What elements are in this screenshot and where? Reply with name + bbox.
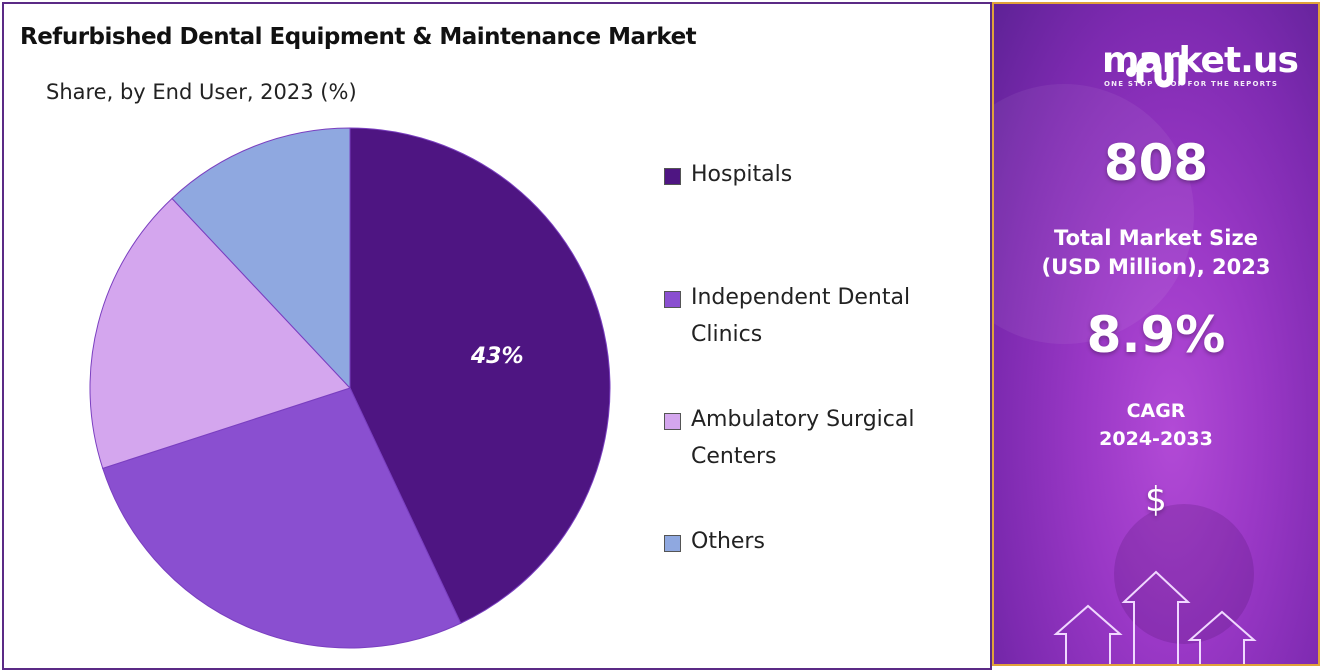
chart-panel: Refurbished Dental Equipment & Maintenan… bbox=[2, 2, 992, 670]
cagr-period: 2024-2033 bbox=[1099, 428, 1213, 450]
logo-tagline: ONE STOP SHOP FOR THE REPORTS bbox=[1104, 80, 1279, 88]
growth-arrows-icon bbox=[1053, 570, 1257, 664]
legend-swatch bbox=[664, 535, 681, 552]
legend-item-hospitals: Hospitals bbox=[664, 156, 971, 193]
legend-swatch bbox=[664, 413, 681, 430]
market-size-value: 808 bbox=[1103, 134, 1209, 192]
market-size-unit: (USD Million), 2023 bbox=[1041, 255, 1271, 279]
cagr-label: CAGR bbox=[1126, 400, 1186, 422]
legend-label: Ambulatory Surgical Centers bbox=[691, 407, 915, 469]
logo-icon bbox=[1126, 54, 1186, 88]
pie-slice-hospitals bbox=[349, 127, 611, 624]
legend-label: Hospitals bbox=[691, 162, 793, 187]
legend-swatch bbox=[664, 291, 681, 308]
pie-slice-ambulatory-surgical-centers bbox=[89, 197, 351, 469]
chart-title: Refurbished Dental Equipment & Maintenan… bbox=[20, 24, 697, 50]
cagr-value: 8.9% bbox=[1086, 306, 1226, 364]
legend-item-others: Others bbox=[664, 523, 971, 560]
pie-chart: 43% bbox=[89, 127, 611, 649]
legend-item-ambulatory-surgical-centers: Ambulatory Surgical Centers bbox=[664, 401, 961, 475]
summary-panel: market.us ONE STOP SHOP FOR THE REPORTS … bbox=[992, 2, 1320, 666]
legend-label: Independent Dental Clinics bbox=[691, 285, 911, 347]
pie-slice-independent-dental-clinics bbox=[102, 387, 462, 649]
legend-swatch bbox=[664, 168, 681, 185]
chart-subtitle: Share, by End User, 2023 (%) bbox=[46, 80, 357, 104]
pie-slice-others bbox=[171, 127, 351, 390]
data-label: 43% bbox=[470, 344, 524, 369]
market-size-label: Total Market Size bbox=[1054, 226, 1258, 250]
legend-label: Others bbox=[691, 529, 765, 554]
dollar-icon: $ bbox=[1145, 480, 1167, 520]
market-us-logo: market.us ONE STOP SHOP FOR THE REPORTS bbox=[1024, 40, 1299, 96]
legend-item-independent-dental-clinics: Independent Dental Clinics bbox=[664, 279, 951, 353]
logo-text: market.us bbox=[1102, 40, 1299, 81]
